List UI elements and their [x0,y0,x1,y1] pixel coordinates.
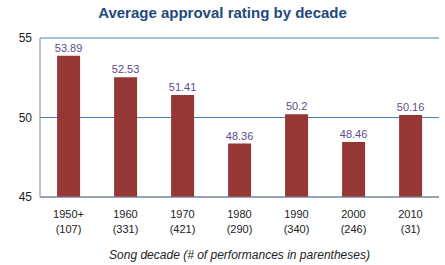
svg-text:55: 55 [19,31,33,45]
svg-text:45: 45 [19,190,33,204]
svg-text:1980(290): 1980(290) [227,208,253,235]
svg-text:Song decade (# of performances: Song decade (# of performances in parent… [109,248,370,262]
svg-text:52.53: 52.53 [112,63,140,75]
svg-text:1970(421): 1970(421) [170,208,196,235]
svg-text:1960(331): 1960(331) [113,208,139,235]
svg-text:2000(246): 2000(246) [341,208,367,235]
svg-text:1990(340): 1990(340) [284,208,310,235]
svg-text:50.16: 50.16 [397,101,425,113]
svg-text:50.2: 50.2 [286,100,307,112]
svg-text:48.36: 48.36 [226,130,254,142]
svg-text:51.41: 51.41 [169,81,197,93]
svg-text:50: 50 [19,111,33,125]
svg-text:1950+(107): 1950+(107) [53,208,84,235]
svg-text:53.89: 53.89 [55,42,83,54]
svg-text:2010(31): 2010(31) [398,208,422,235]
html-text:Average approval rating by dec: Average approval rating by decade [98,4,347,21]
svg-text:48.46: 48.46 [340,128,368,140]
